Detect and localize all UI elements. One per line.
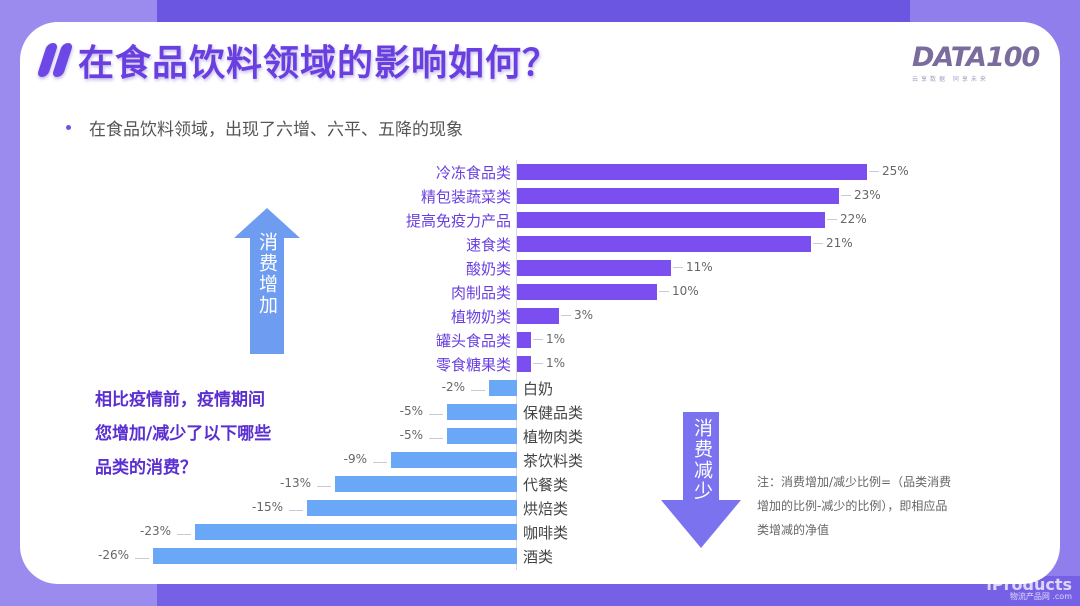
bar <box>517 164 867 180</box>
bullet-point: 在食品饮料领域，出现了六增、六平、五降的现象 <box>66 115 463 140</box>
chart-row: 酸奶类 11% <box>0 256 1080 280</box>
category-label: 代餐类 <box>523 476 569 494</box>
bar <box>447 404 517 420</box>
chart-axis-line <box>516 160 517 570</box>
page-title: 在食品饮料领域的影响如何？ <box>78 43 560 84</box>
value-label: 11% <box>673 260 713 274</box>
value-label: 1% <box>533 356 565 370</box>
value-label: -15% <box>252 500 303 514</box>
value-label: 10% <box>659 284 699 298</box>
chart-row: 罐头食品类 1% <box>0 328 1080 352</box>
value-label: 21% <box>813 236 853 250</box>
watermark-sub: 物流产品网 .com <box>1009 592 1072 601</box>
question-line: 品类的消费？ <box>95 458 197 478</box>
category-label: 植物奶类 <box>450 308 511 326</box>
chart-row: 咖啡类 -23% <box>0 520 1080 544</box>
logo-text: DATA100 <box>912 42 1040 73</box>
arrow-down-icon <box>661 412 741 548</box>
value-label: 3% <box>561 308 593 322</box>
chart-row: 酒类 -26% <box>0 544 1080 568</box>
question-line: 相比疫情前，疫情期间 <box>95 390 265 410</box>
arrow-down-label: 消费减少 <box>691 418 713 502</box>
watermark-main: iProducts <box>986 575 1072 594</box>
chart-row: 肉制品类 10% <box>0 280 1080 304</box>
category-label: 冷冻食品类 <box>435 164 511 182</box>
value-label: 23% <box>841 188 881 202</box>
value-label: -5% <box>400 428 443 442</box>
category-label: 精包装蔬菜类 <box>420 188 511 206</box>
title-block: 在食品饮料领域的影响如何？ <box>36 34 560 86</box>
value-label: 25% <box>869 164 909 178</box>
footnote: 注：消费增加/减少比例=（品类消费增加的比例-减少的比例），即相应品类增减的净值 <box>757 475 952 537</box>
bar <box>517 332 531 348</box>
chart-row: 速食类 21% <box>0 232 1080 256</box>
value-label: -5% <box>400 404 443 418</box>
category-label: 烘焙类 <box>523 500 569 518</box>
chart-row: 植物肉类 -5% <box>0 424 1080 448</box>
bar <box>153 548 517 564</box>
category-label: 白奶 <box>523 380 554 398</box>
category-label: 酒类 <box>523 548 554 566</box>
bar <box>489 380 517 396</box>
category-label: 酸奶类 <box>465 260 511 278</box>
chart-row: 冷冻食品类 25% <box>0 160 1080 184</box>
chart-row: 提高免疫力产品 22% <box>0 208 1080 232</box>
chart-row: 植物奶类 3% <box>0 304 1080 328</box>
bar <box>517 188 839 204</box>
bullet-dot-icon <box>66 125 71 130</box>
category-label: 零食糖果类 <box>435 356 511 374</box>
category-label: 植物肉类 <box>523 428 584 446</box>
bullet-text: 在食品饮料领域，出现了六增、六平、五降的现象 <box>89 120 463 140</box>
value-label: 1% <box>533 332 565 346</box>
chart-row: 精包装蔬菜类 23% <box>0 184 1080 208</box>
chart-row: 白奶 -2% <box>0 376 1080 400</box>
bar <box>517 260 671 276</box>
question-line: 您增加/减少了以下哪些 <box>95 424 272 444</box>
category-label: 速食类 <box>465 236 511 254</box>
chart-row: 零食糖果类 1% <box>0 352 1080 376</box>
value-label: 22% <box>827 212 867 226</box>
bar <box>517 356 531 372</box>
bar <box>517 308 559 324</box>
value-label: -23% <box>140 524 191 538</box>
value-label: -9% <box>344 452 387 466</box>
bar <box>391 452 517 468</box>
category-label: 罐头食品类 <box>435 332 511 350</box>
category-label: 咖啡类 <box>523 524 569 542</box>
bar <box>195 524 517 540</box>
arrow-up-label: 消费增加 <box>256 232 278 316</box>
watermark: iProducts 物流产品网 .com <box>986 575 1072 602</box>
bar <box>517 284 657 300</box>
slide-card <box>20 22 1060 584</box>
category-label: 提高免疫力产品 <box>405 212 511 230</box>
bar <box>517 236 811 252</box>
survey-question: 相比疫情前，疫情期间 您增加/减少了以下哪些 品类的消费？ <box>95 383 271 485</box>
bar <box>335 476 517 492</box>
category-label: 保健品类 <box>523 404 584 422</box>
category-label: 肉制品类 <box>450 284 511 302</box>
chart-row: 烘焙类 -15% <box>0 496 1080 520</box>
value-label: -13% <box>280 476 331 490</box>
bar <box>447 428 517 444</box>
arrow-up-icon <box>234 208 300 354</box>
bar <box>307 500 517 516</box>
brand-logo: DATA100 云享数据 同享未来 <box>912 42 1040 83</box>
value-label: -26% <box>98 548 149 562</box>
chart-row: 代餐类 -13% <box>0 472 1080 496</box>
category-label: 茶饮料类 <box>523 452 584 470</box>
background-top-band <box>0 0 910 22</box>
chart-row: 保健品类 -5% <box>0 400 1080 424</box>
bar <box>517 212 825 228</box>
title-slash-icon <box>36 43 74 77</box>
logo-tagline: 云享数据 同享未来 <box>912 76 989 83</box>
value-label: -2% <box>442 380 485 394</box>
chart-row: 茶饮料类 -9% <box>0 448 1080 472</box>
